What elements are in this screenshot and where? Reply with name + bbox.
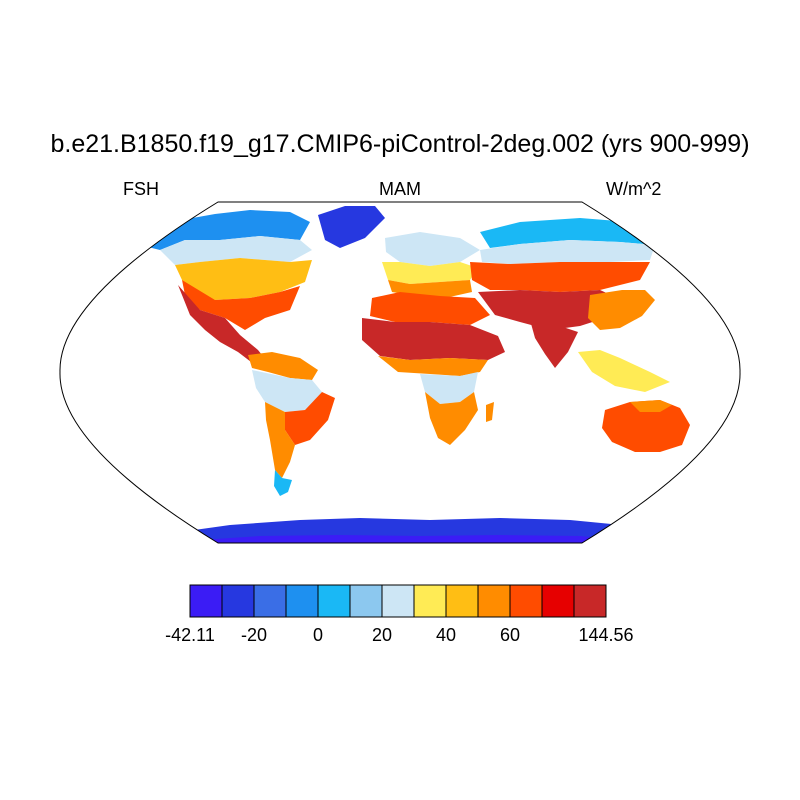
variable-name: FSH — [123, 179, 159, 199]
asia-central — [470, 262, 650, 292]
australia-north — [630, 400, 672, 412]
asia-siberia — [480, 240, 655, 264]
south-america-south — [265, 402, 295, 478]
greenland — [318, 206, 385, 248]
colorbar-box — [285, 584, 319, 618]
colorbar-tick-label: 40 — [435, 625, 457, 645]
africa-central — [420, 372, 478, 404]
southeast-asia — [578, 350, 670, 392]
europe-north — [385, 232, 480, 266]
colorbar — [189, 584, 607, 618]
australia — [602, 400, 690, 452]
units-label: W/m^2 — [606, 179, 662, 199]
colorbar-box — [253, 584, 287, 618]
colorbar-box — [317, 584, 351, 618]
south-america-patagonia — [274, 470, 292, 496]
asia-east — [588, 290, 655, 330]
colorbar-box — [189, 584, 223, 618]
colorbar-tick-label: -20 — [240, 625, 268, 645]
plot-title: b.e21.B1850.f19_g17.CMIP6-piControl-2deg… — [50, 130, 750, 158]
antarctica-edge — [200, 535, 620, 543]
colorbar-box — [381, 584, 415, 618]
africa-sahara — [362, 318, 505, 360]
north-america-usa — [182, 280, 300, 330]
colorbar-box — [477, 584, 511, 618]
africa-south — [425, 392, 478, 445]
africa-sahel — [378, 356, 488, 376]
asia-south-west — [478, 290, 622, 330]
colorbar-box — [349, 584, 383, 618]
north-america-southwest — [178, 285, 270, 365]
land-field — [140, 206, 712, 543]
madagascar — [486, 402, 494, 422]
colorbar-box — [541, 584, 575, 618]
colorbar-box — [445, 584, 479, 618]
south-america-east — [285, 392, 335, 445]
season-label: MAM — [379, 179, 421, 199]
colorbar-tick-label: 20 — [371, 625, 393, 645]
europe-central — [382, 262, 478, 284]
north-america-canada — [160, 236, 312, 265]
africa-north — [370, 292, 490, 325]
colorbar-box — [573, 584, 607, 618]
south-america-north — [248, 352, 318, 380]
colorbar-tick-label: 60 — [499, 625, 521, 645]
colorbar-tick-label: 0 — [312, 625, 324, 645]
map-border — [59, 201, 741, 544]
north-america-temperate — [175, 258, 312, 300]
colorbar-box — [221, 584, 255, 618]
colorbar-tick-label: 144.56 — [578, 625, 634, 645]
south-america-amazon — [252, 370, 322, 412]
colorbar-tick-label: -42.11 — [165, 625, 215, 645]
india — [530, 320, 578, 368]
colorbar-box — [509, 584, 543, 618]
colorbar-box — [413, 584, 447, 618]
